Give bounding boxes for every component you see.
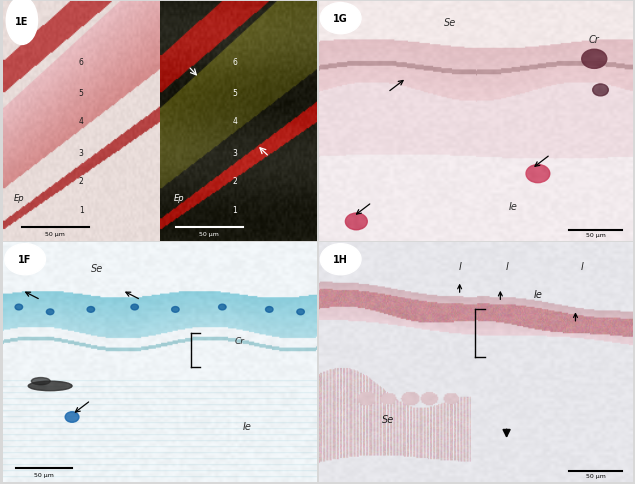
Ellipse shape xyxy=(28,381,72,391)
Text: 3: 3 xyxy=(232,148,237,157)
Text: Se: Se xyxy=(444,18,457,28)
Text: 5: 5 xyxy=(79,89,84,98)
Text: 1: 1 xyxy=(232,206,237,214)
Circle shape xyxy=(131,304,138,310)
Text: Se: Se xyxy=(382,414,394,424)
Text: 2: 2 xyxy=(232,177,237,186)
Circle shape xyxy=(171,307,179,313)
Circle shape xyxy=(218,304,226,310)
Circle shape xyxy=(345,213,367,230)
Circle shape xyxy=(582,50,607,69)
Circle shape xyxy=(15,304,23,310)
Circle shape xyxy=(592,85,608,97)
Text: Ie: Ie xyxy=(243,421,252,431)
Circle shape xyxy=(46,309,54,315)
Circle shape xyxy=(265,307,273,313)
Circle shape xyxy=(65,412,79,423)
Text: l: l xyxy=(505,261,508,271)
Text: Ep: Ep xyxy=(13,194,24,203)
Text: 1F: 1F xyxy=(18,255,32,265)
Text: 6: 6 xyxy=(79,58,84,67)
Text: 50 μm: 50 μm xyxy=(199,231,218,236)
Text: Ep: Ep xyxy=(173,194,184,203)
Text: 1G: 1G xyxy=(333,14,348,24)
Text: Cr: Cr xyxy=(235,336,245,345)
Text: 1H: 1H xyxy=(333,255,348,265)
Text: 50 μm: 50 μm xyxy=(586,233,606,238)
Text: 1E: 1E xyxy=(15,16,29,27)
Text: l: l xyxy=(458,261,461,271)
Circle shape xyxy=(526,165,550,183)
Ellipse shape xyxy=(31,378,50,385)
Text: Cr: Cr xyxy=(589,35,599,45)
Text: 50 μm: 50 μm xyxy=(34,471,54,477)
Text: 1: 1 xyxy=(79,206,84,214)
Text: 5: 5 xyxy=(232,89,237,98)
Text: 50 μm: 50 μm xyxy=(586,473,606,478)
Circle shape xyxy=(4,244,46,275)
Circle shape xyxy=(297,309,304,315)
Circle shape xyxy=(87,307,95,313)
Circle shape xyxy=(320,244,361,275)
Text: 4: 4 xyxy=(232,117,237,126)
Circle shape xyxy=(320,3,361,35)
Text: Ie: Ie xyxy=(533,290,542,300)
Circle shape xyxy=(6,0,37,45)
Text: 6: 6 xyxy=(232,58,237,67)
Text: l: l xyxy=(580,261,583,271)
Text: 4: 4 xyxy=(79,117,84,126)
Text: 2: 2 xyxy=(79,177,84,186)
Text: 3: 3 xyxy=(79,148,84,157)
Text: 50 μm: 50 μm xyxy=(44,231,65,236)
Text: Se: Se xyxy=(91,264,104,273)
Text: Ie: Ie xyxy=(509,202,518,212)
